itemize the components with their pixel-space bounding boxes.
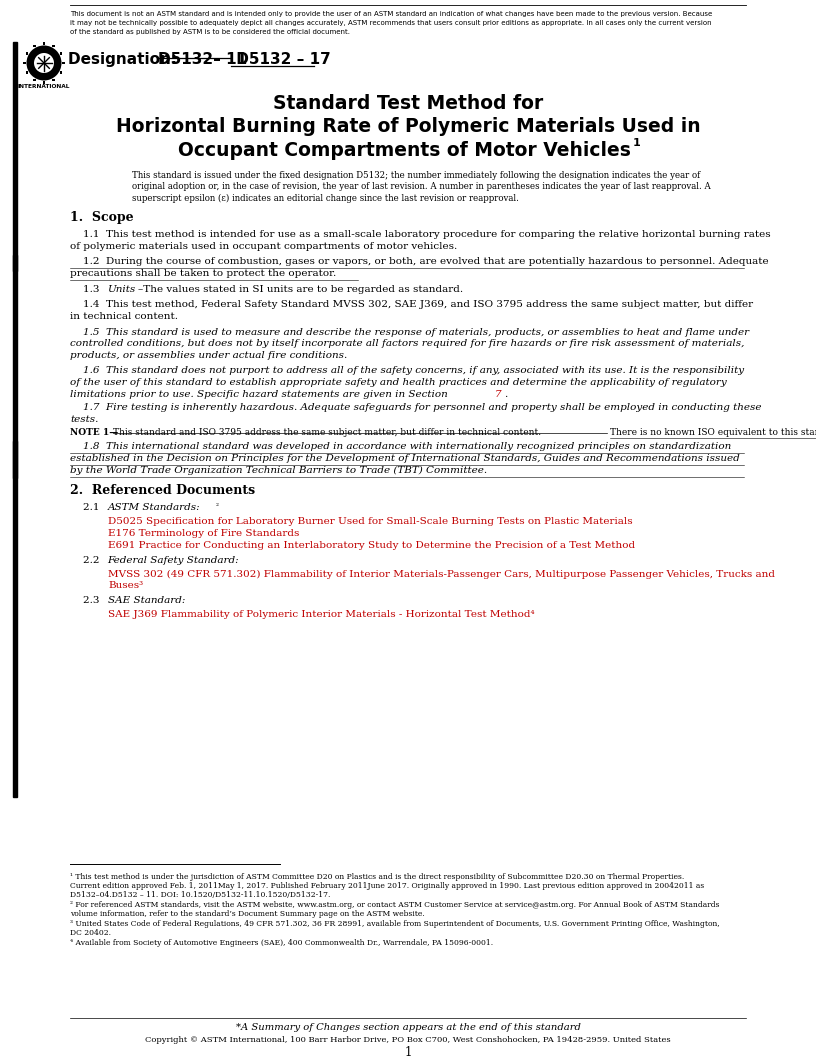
Text: controlled conditions, but does not by itself incorporate all factors required f: controlled conditions, but does not by i… (70, 339, 744, 348)
Bar (52, 78, 55, 81)
Bar (42, 42, 46, 44)
Bar (60, 72, 62, 74)
Text: 1.7  Fire testing is inherently hazardous. Adequate safeguards for personnel and: 1.7 Fire testing is inherently hazardous… (70, 403, 761, 412)
Bar (60, 52, 62, 55)
Text: Buses³: Buses³ (108, 582, 143, 590)
Bar (33, 78, 36, 81)
Text: D5132 – 17: D5132 – 17 (231, 52, 330, 67)
Text: 1.4  This test method, Federal Safety Standard MVSS 302, SAE J369, and ISO 3795 : 1.4 This test method, Federal Safety Sta… (70, 300, 753, 309)
Text: This document is not an ASTM standard and is intended only to provide the user o: This document is not an ASTM standard an… (70, 11, 712, 17)
Text: D5025 Specification for Laboratory Burner Used for Small-Scale Burning Tests on : D5025 Specification for Laboratory Burne… (108, 516, 632, 526)
Bar (26, 52, 29, 55)
Text: superscript epsilon (ε) indicates an editorial change since the last revision or: superscript epsilon (ε) indicates an edi… (132, 194, 519, 203)
Text: Federal Safety Standard:: Federal Safety Standard: (108, 555, 239, 565)
Bar (42, 81, 46, 83)
Circle shape (26, 45, 61, 80)
Text: SAE Standard:: SAE Standard: (108, 597, 185, 605)
Text: DC 20402.: DC 20402. (70, 929, 111, 937)
Text: precautions shall be taken to protect the operator.: precautions shall be taken to protect th… (70, 269, 336, 278)
Text: NOTE 1—: NOTE 1— (70, 428, 118, 436)
Bar (13, 254, 17, 270)
Bar (62, 61, 64, 64)
Text: it may not be technically possible to adequately depict all changes accurately, : it may not be technically possible to ad… (70, 20, 712, 26)
Text: Copyright © ASTM International, 100 Barr Harbor Drive, PO Box C700, West Conshoh: Copyright © ASTM International, 100 Barr… (145, 1036, 671, 1043)
Text: products, or assemblies under actual fire conditions.: products, or assemblies under actual fir… (70, 351, 348, 360)
Text: D5132– 11: D5132– 11 (158, 52, 247, 67)
Text: ²: ² (216, 503, 219, 511)
Text: 2.2: 2.2 (70, 555, 106, 565)
Text: 2.3: 2.3 (70, 597, 106, 605)
Text: of the standard as published by ASTM is to be considered the official document.: of the standard as published by ASTM is … (70, 29, 350, 35)
Text: in technical content.: in technical content. (70, 312, 178, 321)
Text: Horizontal Burning Rate of Polymeric Materials Used in: Horizontal Burning Rate of Polymeric Mat… (116, 117, 700, 136)
Text: Current edition approved Feb. 1, 2011May 1, 2017. Published February 2011June 20: Current edition approved Feb. 1, 2011May… (70, 882, 704, 890)
Text: tests.: tests. (70, 415, 99, 423)
Text: This standard is issued under the fixed designation D5132; the number immediatel: This standard is issued under the fixed … (132, 171, 700, 180)
Text: 1.8  This international standard was developed in accordance with internationall: 1.8 This international standard was deve… (70, 442, 731, 451)
Text: ¹ This test method is under the jurisdiction of ASTM Committee D20 on Plastics a: ¹ This test method is under the jurisdic… (70, 873, 685, 881)
Text: Occupant Compartments of Motor Vehicles: Occupant Compartments of Motor Vehicles (178, 142, 631, 161)
Text: E176 Terminology of Fire Standards: E176 Terminology of Fire Standards (108, 529, 299, 538)
Text: 1.3: 1.3 (70, 285, 106, 295)
Text: limitations prior to use. Specific hazard statements are given in Section: limitations prior to use. Specific hazar… (70, 390, 451, 398)
Text: E691 Practice for Conducting an Interlaboratory Study to Determine the Precision: E691 Practice for Conducting an Interlab… (108, 541, 635, 550)
Text: ASTM Standards:: ASTM Standards: (108, 503, 200, 512)
Text: 1: 1 (404, 1046, 412, 1056)
Text: 1.1  This test method is intended for use as a small-scale laboratory procedure : 1.1 This test method is intended for use… (70, 230, 770, 239)
Bar (26, 72, 29, 74)
Text: ³ United States Code of Federal Regulations, 49 CFR 571.302, 36 FR 28991, availa: ³ United States Code of Federal Regulati… (70, 920, 720, 928)
Text: INTERNATIONAL: INTERNATIONAL (18, 84, 70, 90)
Text: Designation:: Designation: (68, 52, 182, 67)
Bar (52, 44, 55, 48)
Text: ² For referenced ASTM standards, visit the ASTM website, www.astm.org, or contac: ² For referenced ASTM standards, visit t… (70, 901, 720, 909)
Text: MVSS 302 (49 CFR 571.302) Flammability of Interior Materials-Passenger Cars, Mul: MVSS 302 (49 CFR 571.302) Flammability o… (108, 569, 775, 579)
Bar (13, 42, 17, 797)
Text: 1.5  This standard is used to measure and describe the response of materials, pr: 1.5 This standard is used to measure and… (70, 327, 749, 337)
Text: Units: Units (108, 285, 135, 295)
Text: Standard Test Method for: Standard Test Method for (273, 94, 543, 113)
Text: ⁴ Available from Society of Automotive Engineers (SAE), 400 Commonwealth Dr., Wa: ⁴ Available from Society of Automotive E… (70, 939, 493, 947)
Text: There is no known ISO equivalent to this standard.: There is no known ISO equivalent to this… (610, 428, 816, 436)
Text: D5132–04.D5132 – 11. DOI: 10.1520/D5132-11.10.1520/D5132-17.: D5132–04.D5132 – 11. DOI: 10.1520/D5132-… (70, 891, 330, 899)
Text: *A Summary of Changes section appears at the end of this standard: *A Summary of Changes section appears at… (236, 1023, 580, 1032)
Text: 7: 7 (495, 390, 502, 398)
Text: by the World Trade Organization Technical Barriers to Trade (TBT) Committee.: by the World Trade Organization Technica… (70, 466, 487, 475)
Text: volume information, refer to the standard’s Document Summary page on the ASTM we: volume information, refer to the standar… (70, 910, 425, 918)
Text: of polymeric materials used in occupant compartments of motor vehicles.: of polymeric materials used in occupant … (70, 242, 457, 251)
Text: 1.2  During the course of combustion, gases or vapors, or both, are evolved that: 1.2 During the course of combustion, gas… (70, 258, 769, 266)
Text: 1.  Scope: 1. Scope (70, 211, 134, 225)
Text: This standard and ISO 3795 address the same subject matter, but differ in techni: This standard and ISO 3795 address the s… (113, 428, 541, 436)
Text: –The values stated in SI units are to be regarded as standard.: –The values stated in SI units are to be… (138, 285, 463, 295)
Text: SAE J369 Flammability of Polymeric Interior Materials - Horizontal Test Method⁴: SAE J369 Flammability of Polymeric Inter… (108, 610, 534, 619)
Text: established in the Decision on Principles for the Development of International S: established in the Decision on Principle… (70, 454, 740, 464)
Text: original adoption or, in the case of revision, the year of last revision. A numb: original adoption or, in the case of rev… (132, 183, 711, 191)
Bar (13, 441, 17, 478)
Text: 2.1: 2.1 (70, 503, 106, 512)
Bar (23, 61, 26, 64)
Text: 2.  Referenced Documents: 2. Referenced Documents (70, 485, 255, 497)
Circle shape (34, 53, 54, 73)
Bar (33, 44, 36, 48)
Text: 1.6  This standard does not purport to address all of the safety concerns, if an: 1.6 This standard does not purport to ad… (70, 365, 744, 375)
Text: of the user of this standard to establish appropriate safety and health practice: of the user of this standard to establis… (70, 378, 727, 386)
Text: 1: 1 (633, 138, 641, 149)
Text: .: . (504, 390, 508, 398)
